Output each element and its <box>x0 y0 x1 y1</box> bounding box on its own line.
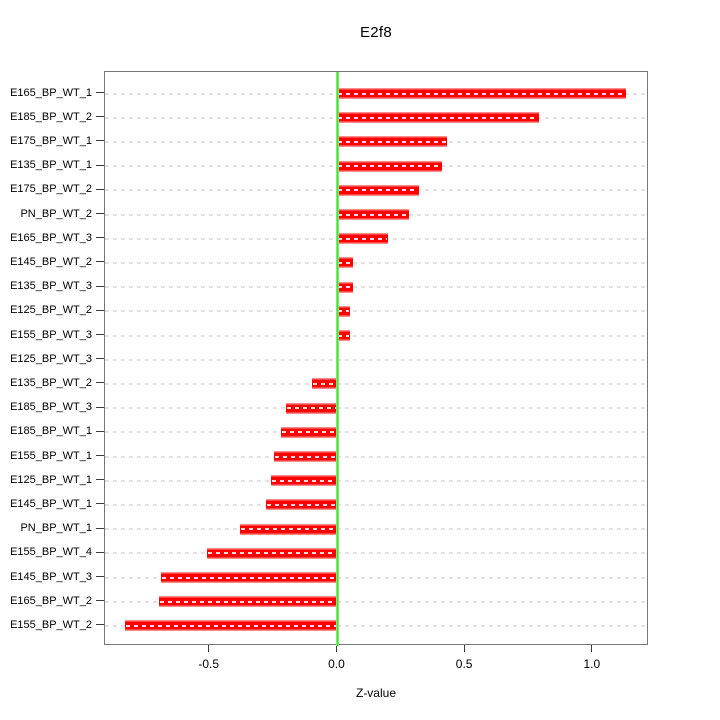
gridline <box>105 286 647 289</box>
category-label: E135_BP_WT_3 <box>10 280 92 293</box>
category-label: E185_BP_WT_3 <box>10 401 92 414</box>
category-label: E155_BP_WT_1 <box>10 449 92 462</box>
bar <box>337 136 448 148</box>
gridline <box>105 407 647 410</box>
bar <box>311 378 338 390</box>
gridline <box>105 455 647 458</box>
gridline <box>105 503 647 506</box>
y-axis-tick <box>96 600 104 602</box>
bar <box>337 160 443 172</box>
x-tick-label: -0.5 <box>198 657 220 671</box>
x-axis-tick <box>591 645 593 652</box>
y-axis-tick <box>96 624 104 626</box>
category-label: E145_BP_WT_1 <box>10 497 92 510</box>
bar <box>265 499 338 511</box>
bar <box>337 184 420 196</box>
bar <box>286 402 338 414</box>
category-label: E125_BP_WT_3 <box>10 352 92 365</box>
bar <box>337 305 351 317</box>
y-axis-tick <box>96 140 104 142</box>
x-tick-label: 1.0 <box>583 657 601 671</box>
gridline <box>105 382 647 385</box>
y-axis-tick <box>96 285 104 287</box>
category-label: E155_BP_WT_3 <box>10 328 92 341</box>
category-label: E125_BP_WT_2 <box>10 304 92 317</box>
gridline <box>105 600 647 603</box>
plot-area <box>104 71 648 646</box>
gridline <box>105 479 647 482</box>
category-label: PN_BP_WT_1 <box>20 522 92 535</box>
y-axis-tick <box>96 479 104 481</box>
y-axis-tick <box>96 551 104 553</box>
gridline <box>105 576 647 579</box>
bar <box>271 475 338 487</box>
category-label: E135_BP_WT_1 <box>10 159 92 172</box>
y-axis-tick <box>96 116 104 118</box>
bar <box>337 330 351 341</box>
y-axis-tick <box>96 213 104 214</box>
bar <box>337 233 389 245</box>
category-label: E155_BP_WT_4 <box>10 546 92 559</box>
category-label: E145_BP_WT_2 <box>10 255 92 268</box>
category-label: E125_BP_WT_1 <box>10 473 92 486</box>
bar <box>207 547 338 559</box>
y-axis-tick <box>96 164 104 166</box>
y-axis-tick <box>96 92 104 93</box>
chart-title: E2f8 <box>359 24 393 41</box>
gridline <box>105 552 647 555</box>
bar <box>337 281 353 293</box>
category-label: E145_BP_WT_3 <box>10 570 92 583</box>
y-axis-tick <box>96 309 104 311</box>
y-axis-tick <box>96 527 104 529</box>
category-label: E135_BP_WT_2 <box>10 376 92 389</box>
y-axis-tick <box>96 261 104 263</box>
category-label: E175_BP_WT_1 <box>10 134 92 147</box>
gridline <box>105 310 647 313</box>
category-label: E175_BP_WT_2 <box>10 183 92 196</box>
x-axis-tick <box>335 645 337 652</box>
bar <box>337 88 626 99</box>
bar <box>337 209 409 220</box>
bar <box>161 572 338 583</box>
y-axis-tick <box>96 237 104 239</box>
y-axis-tick <box>96 406 104 408</box>
y-axis-tick <box>96 358 104 360</box>
bar <box>281 426 338 438</box>
y-axis-tick <box>96 382 104 384</box>
y-axis-tick <box>96 576 104 577</box>
x-tick-label: 0.0 <box>328 657 345 671</box>
y-axis-tick <box>96 188 104 190</box>
y-axis-tick <box>96 430 104 432</box>
gridline <box>105 528 647 531</box>
category-label: E165_BP_WT_2 <box>10 594 92 607</box>
category-label: E185_BP_WT_1 <box>10 425 92 438</box>
x-axis-label: Z-value <box>355 686 396 700</box>
gridline <box>105 624 647 627</box>
x-axis-tick <box>463 645 465 652</box>
y-axis-tick <box>96 334 104 335</box>
y-axis-tick <box>96 503 104 505</box>
zero-reference-line <box>335 72 339 646</box>
category-label: E185_BP_WT_2 <box>10 110 92 123</box>
x-axis-tick <box>208 645 210 652</box>
x-tick-label: 0.5 <box>455 657 473 671</box>
category-label: E155_BP_WT_2 <box>10 618 92 631</box>
category-label: E165_BP_WT_3 <box>10 231 92 244</box>
bar <box>337 257 353 269</box>
bar <box>337 112 540 124</box>
bar <box>125 620 338 632</box>
category-label: E165_BP_WT_1 <box>10 86 92 99</box>
gridline <box>105 431 647 434</box>
category-label: PN_BP_WT_2 <box>20 207 92 220</box>
gridline <box>105 261 647 264</box>
bar <box>273 451 338 462</box>
gridline <box>105 334 647 337</box>
gridline <box>105 358 647 361</box>
y-axis-tick <box>96 455 104 456</box>
bar <box>240 523 338 535</box>
bar <box>158 596 338 608</box>
